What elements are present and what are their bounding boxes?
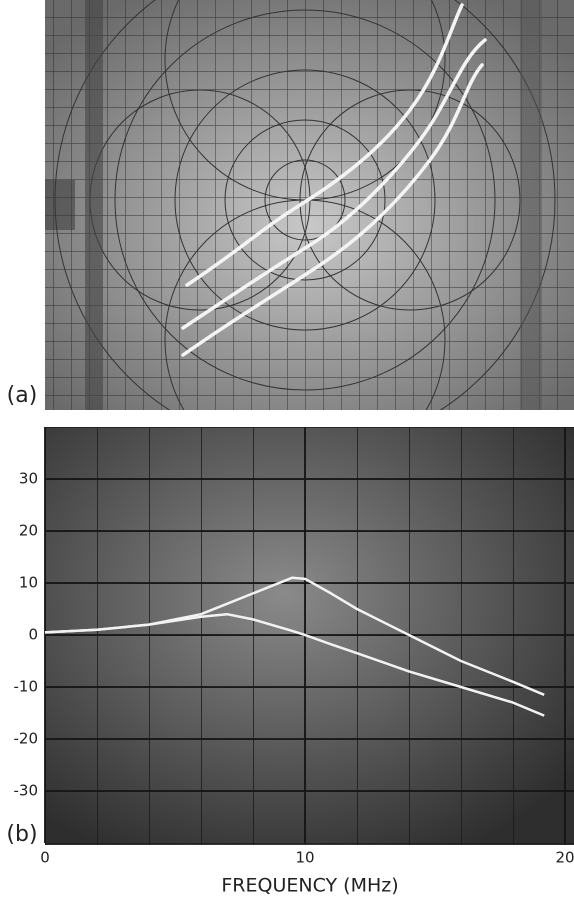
y-tick-label: 30 bbox=[19, 470, 38, 488]
y-tick-label: 10 bbox=[19, 574, 38, 592]
panel-a bbox=[45, 0, 574, 410]
x-tick-label: 10 bbox=[295, 849, 314, 867]
y-tick-label: -10 bbox=[14, 678, 39, 696]
y-tick-label: 20 bbox=[19, 522, 38, 540]
trace bbox=[44, 612, 545, 717]
y-tick-label: -20 bbox=[14, 730, 39, 748]
panel-b-label: (b) bbox=[6, 822, 37, 847]
y-tick-label: -30 bbox=[14, 782, 39, 800]
x-tick-label: 0 bbox=[40, 849, 50, 867]
panel-a-label: (a) bbox=[7, 383, 38, 408]
x-tick-label: 20 bbox=[555, 849, 574, 867]
x-axis-title: FREQUENCY (MHz) bbox=[221, 875, 398, 897]
y-tick-label: 0 bbox=[28, 626, 38, 644]
